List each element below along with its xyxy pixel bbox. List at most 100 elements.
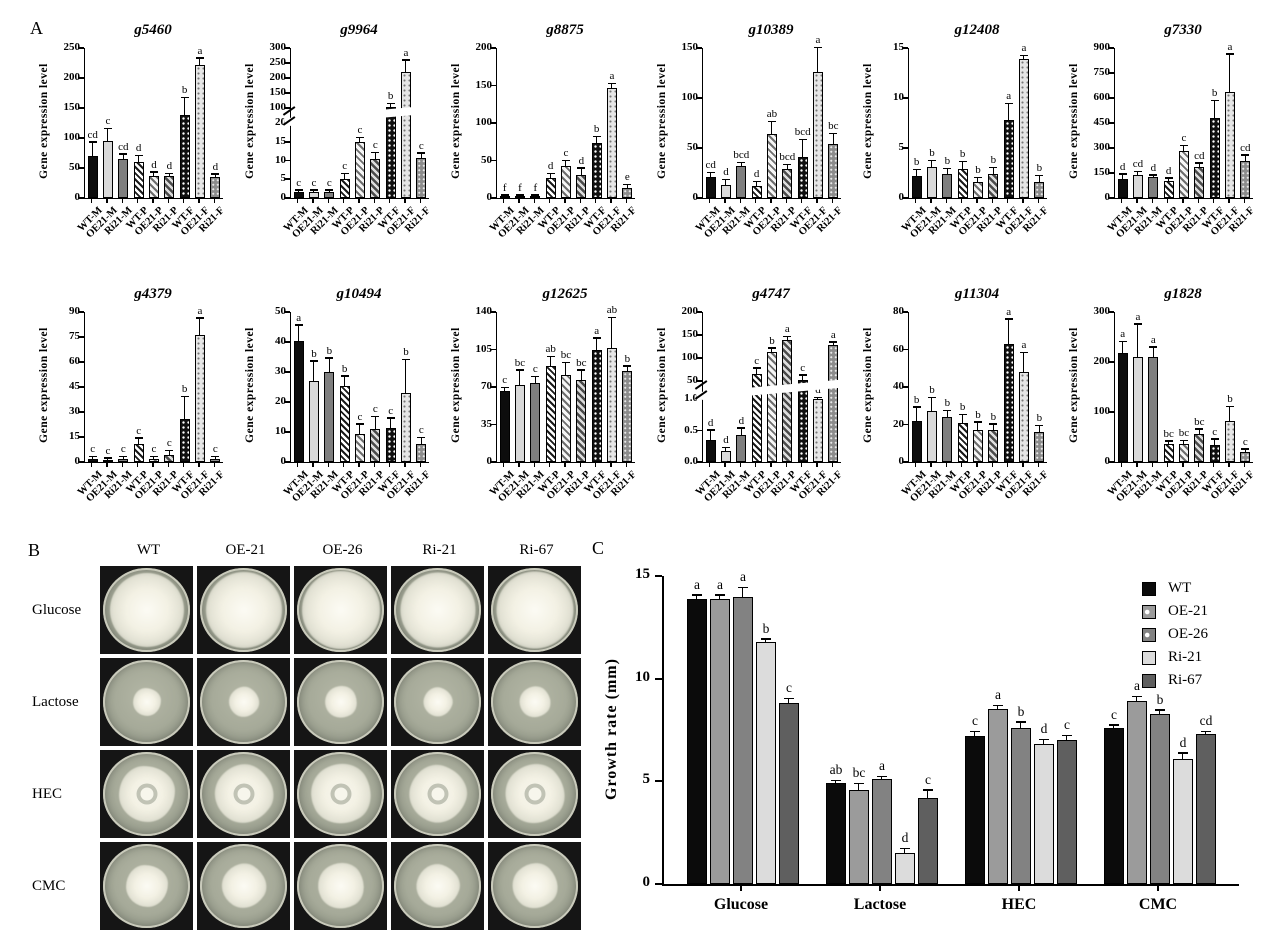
error-bar-cap bbox=[531, 375, 540, 378]
significance-letter: d bbox=[1150, 161, 1157, 174]
error-bar-cap bbox=[737, 427, 746, 429]
petri-dish-photo bbox=[391, 566, 484, 654]
significance-letter: cd bbox=[87, 128, 98, 141]
y-tick-label: 0 bbox=[486, 455, 493, 467]
significance-letter: c bbox=[326, 176, 332, 189]
significance-letter: ab bbox=[766, 108, 778, 120]
significance-letter: a bbox=[1021, 42, 1027, 54]
y-tick-label: 0 bbox=[280, 455, 287, 467]
error-bar bbox=[420, 438, 422, 445]
error-bar bbox=[1183, 146, 1185, 152]
x-tick-mark bbox=[182, 198, 185, 203]
error-bar bbox=[580, 370, 582, 381]
error-bar-cap bbox=[783, 335, 792, 338]
bar bbox=[813, 72, 823, 198]
error-bar bbox=[328, 190, 330, 194]
significance-letter: b bbox=[929, 147, 935, 159]
error-bar-cap bbox=[402, 59, 410, 61]
bar bbox=[942, 174, 953, 198]
error-bar bbox=[549, 174, 551, 179]
fungal-colony bbox=[391, 566, 484, 654]
error-bar bbox=[153, 172, 155, 177]
y-tick-label: 0 bbox=[642, 874, 651, 890]
x-tick-mark bbox=[518, 462, 520, 467]
error-bar bbox=[595, 137, 597, 144]
significance-letter: c bbox=[136, 424, 142, 437]
error-bar bbox=[961, 162, 963, 170]
x-tick-mark bbox=[1156, 884, 1160, 891]
x-tick-mark bbox=[198, 198, 200, 203]
gene-chart-g12408: g12408 Gene expression level b b b b b b a a b 0 5 10… bbox=[860, 22, 1066, 274]
chart-title: g1828 bbox=[1164, 286, 1202, 302]
bar bbox=[1240, 160, 1251, 198]
y-tick-label: 0 bbox=[898, 455, 905, 467]
panel-a-label: A bbox=[30, 18, 43, 38]
error-bar bbox=[168, 174, 170, 177]
error-bar-cap bbox=[211, 455, 220, 457]
error-bar-cap bbox=[1132, 695, 1142, 698]
error-bar-cap bbox=[340, 172, 349, 175]
x-tick-mark bbox=[816, 462, 818, 467]
y-tick-mark bbox=[79, 411, 84, 413]
error-bar-cap bbox=[608, 316, 616, 319]
y-tick-label: 15 bbox=[635, 566, 650, 582]
bar bbox=[1034, 744, 1054, 884]
y-tick-label: 140 bbox=[475, 305, 493, 317]
error-bar bbox=[91, 457, 93, 460]
significance-letter: a bbox=[830, 328, 836, 341]
x-tick-mark bbox=[1166, 198, 1169, 203]
x-tick-mark bbox=[502, 462, 505, 467]
x-tick-mark bbox=[1212, 198, 1215, 203]
bar bbox=[164, 175, 175, 198]
x-tick-mark bbox=[502, 198, 505, 203]
legend-swatch-oe-26 bbox=[1142, 627, 1156, 642]
bar bbox=[1003, 120, 1014, 198]
bar bbox=[710, 598, 730, 884]
error-bar bbox=[1007, 104, 1009, 121]
significance-letter: bc bbox=[1194, 415, 1205, 428]
significance-letter: a bbox=[609, 70, 615, 82]
x-tick-mark bbox=[976, 462, 978, 467]
y-tick-mark bbox=[285, 140, 290, 143]
chart-title: g12408 bbox=[954, 22, 1000, 38]
significance-letter: cd bbox=[1132, 158, 1144, 171]
significance-letter: b bbox=[913, 393, 920, 406]
y-tick-label: 100 bbox=[681, 351, 699, 363]
error-bar bbox=[755, 368, 757, 376]
legend-item: Ri-21 bbox=[1142, 649, 1208, 666]
grid-row-glucose: Glucose bbox=[28, 566, 585, 654]
y-tick-label: 5 bbox=[898, 141, 905, 153]
y-tick-label: 450 bbox=[1093, 116, 1111, 128]
error-bar-cap bbox=[752, 180, 761, 182]
x-tick-mark bbox=[296, 462, 299, 467]
column-header-oe-26: OE-26 bbox=[322, 542, 363, 558]
significance-letter: b bbox=[913, 156, 920, 168]
x-tick-mark bbox=[1228, 198, 1230, 203]
error-bar-cap bbox=[854, 782, 864, 785]
y-tick-label: 0 bbox=[486, 191, 493, 203]
y-tick-mark bbox=[79, 107, 84, 109]
significance-letter: a bbox=[1021, 339, 1027, 352]
bar bbox=[607, 348, 617, 462]
x-tick-mark bbox=[1022, 462, 1024, 467]
x-tick-mark bbox=[991, 462, 994, 467]
y-tick-mark bbox=[697, 47, 702, 49]
x-tick-mark bbox=[708, 198, 711, 203]
x-tick-mark bbox=[724, 198, 726, 203]
fungal-colony bbox=[132, 688, 161, 716]
row-label: CMC bbox=[32, 877, 66, 894]
y-axis-label: Gene expression level bbox=[244, 327, 256, 443]
error-bar-cap bbox=[134, 437, 143, 439]
error-bar-cap bbox=[150, 455, 158, 457]
error-bar-cap bbox=[928, 159, 936, 161]
significance-letter: d bbox=[738, 414, 745, 427]
y-tick-label: 50 bbox=[69, 161, 80, 173]
significance-letter: f bbox=[533, 181, 538, 194]
petri-dish-photo bbox=[294, 566, 387, 654]
error-bar-cap bbox=[500, 194, 509, 196]
legend-label: OE-21 bbox=[1168, 603, 1208, 619]
petri-dish-photo bbox=[100, 566, 193, 654]
significance-letter: a bbox=[197, 44, 203, 57]
y-tick-mark bbox=[285, 371, 290, 373]
